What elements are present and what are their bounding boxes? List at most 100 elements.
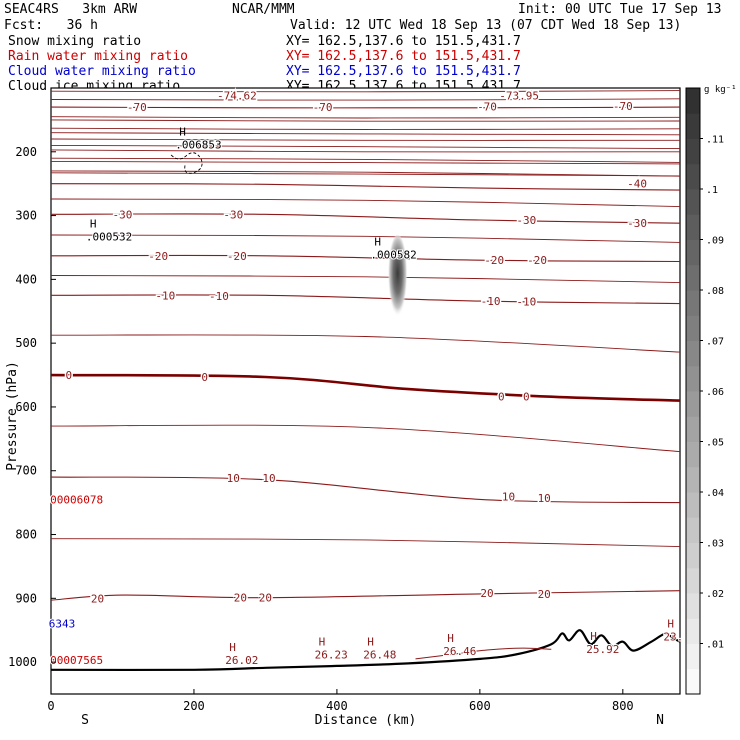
legend-rain-xy: XY= 162.5,137.6 to 151.5,431.7: [286, 49, 521, 64]
contour-label: 20: [480, 587, 493, 600]
colorbar-unit: g kg⁻¹: [704, 85, 737, 95]
x-tick-label: 400: [326, 699, 348, 713]
contour-label: -70: [127, 101, 147, 114]
extremum-mark: H: [179, 126, 186, 139]
colorbar-segment: [686, 416, 700, 442]
contour-label: -20: [148, 250, 168, 263]
extremum-value: 26.46: [443, 645, 476, 658]
colorbar-segment: [686, 391, 700, 417]
extremum-value: 25.92: [586, 643, 619, 656]
contour-label: -74.62: [217, 90, 257, 103]
y-tick-label: 500: [15, 336, 37, 350]
contour-label: -10: [481, 295, 501, 308]
extremum-value: 26.23: [315, 648, 348, 661]
colorbar-segment: [686, 492, 700, 518]
colorbar-segment: [686, 643, 700, 670]
colorbar-tick-label: .09: [706, 236, 724, 247]
isotherm-minor-line: [50, 149, 681, 153]
contour-label: -70: [313, 101, 333, 114]
y-tick-label: 800: [15, 528, 37, 542]
legend-snow-label: Snow mixing ratio: [8, 34, 142, 49]
colorbar-tick-label: .06: [706, 387, 724, 398]
contour-label: -10: [516, 296, 536, 309]
colorbar-tick-label: .01: [706, 640, 724, 651]
contour-label: -70: [477, 100, 497, 113]
contour-label: -70: [613, 100, 633, 113]
colorbar-tick-label: .1: [706, 185, 718, 196]
isotherm-minor-line: [50, 132, 681, 136]
extremum-mark: H: [447, 632, 454, 645]
isotherm-line: [50, 254, 681, 263]
surface-contour-line: [415, 647, 552, 660]
model-title: SEAC4RS 3km ARW: [4, 2, 138, 17]
colorbar-segment: [686, 290, 700, 316]
colorbar-segment: [686, 88, 700, 114]
valid-time: Valid: 12 UTC Wed 18 Sep 13 (07 CDT Wed …: [290, 18, 682, 33]
isotherm-minor-line: [50, 234, 681, 243]
x-endpoint-left: S: [81, 713, 89, 728]
contour-label: -30: [627, 217, 647, 230]
contour-label: 10: [227, 472, 240, 485]
colorbar-tick-label: .08: [706, 286, 724, 297]
colorbar-segment: [686, 567, 700, 594]
cloud-ice-plume: [387, 234, 408, 321]
isotherm-minor-line: [50, 119, 681, 122]
snow-contour-line: [170, 152, 203, 174]
org-label: NCAR/MMM: [232, 2, 295, 17]
extremum-value: 00007565: [50, 654, 103, 667]
extremum-mark: H: [90, 217, 97, 230]
isotherm-minor-line: [50, 98, 681, 101]
colorbar-tick-label: .02: [706, 589, 724, 600]
contour-label: -30: [113, 208, 133, 221]
extremum-value: .000582: [370, 248, 416, 261]
isotherm-line: [50, 590, 681, 601]
y-tick-label: 900: [15, 591, 37, 605]
x-tick-label: 600: [469, 699, 491, 713]
x-tick-label: 200: [183, 699, 205, 713]
legend-cloudwater-xy: XY= 162.5,137.6 to 151.5,431.7: [286, 64, 521, 79]
contour-label: 20: [91, 592, 104, 605]
colorbar-segment: [686, 239, 700, 266]
contour-label: 0: [201, 371, 208, 384]
forecast-hour: Fcst: 36 h: [4, 18, 98, 33]
colorbar-tick-label: .05: [706, 438, 724, 449]
plot-frame: [50, 87, 681, 695]
isotherm-minor-line: [50, 198, 681, 208]
extremum-mark: H: [319, 635, 326, 648]
extremum-value: 6343: [49, 618, 76, 631]
colorbar-segment: [686, 214, 700, 240]
extremum-mark: H: [667, 617, 674, 630]
colorbar-segment: [686, 163, 700, 190]
colorbar-tick-label: .04: [706, 488, 724, 499]
isotherm-minor-line: [50, 334, 681, 353]
extremum-mark: H: [590, 630, 597, 643]
colorbar-segment: [686, 441, 700, 468]
colorbar-segment: [686, 189, 700, 215]
colorbar-segment: [686, 517, 700, 543]
colorbar-segment: [686, 264, 700, 291]
colorbar-segment: [686, 365, 700, 392]
contour-label: 0: [66, 369, 73, 382]
isotherm-minor-line: [50, 172, 681, 177]
colorbar-segment: [686, 113, 700, 139]
contour-label: -20: [527, 254, 547, 267]
isotherm-line: [50, 183, 681, 191]
isotherm-minor-line: [50, 90, 681, 93]
extremum-value: 26.02: [225, 654, 258, 667]
colorbar-segment: [686, 340, 700, 367]
extremum-mark: H: [367, 635, 374, 648]
colorbar-segment: [686, 593, 700, 619]
colorbar-segment: [686, 668, 700, 695]
colorbar-segment: [686, 466, 700, 493]
extremum-mark: H: [229, 641, 236, 654]
contour-label: 20: [234, 592, 247, 605]
isotherm-line: [50, 476, 681, 504]
contour-label: 10: [502, 490, 515, 503]
y-tick-label: 700: [15, 464, 37, 478]
isotherm-minor-line: [50, 538, 681, 548]
extremum-value: .000532: [86, 230, 132, 243]
contour-label: 0: [523, 391, 530, 404]
isotherm-minor-line: [50, 116, 681, 119]
isotherm-line: [50, 294, 681, 305]
